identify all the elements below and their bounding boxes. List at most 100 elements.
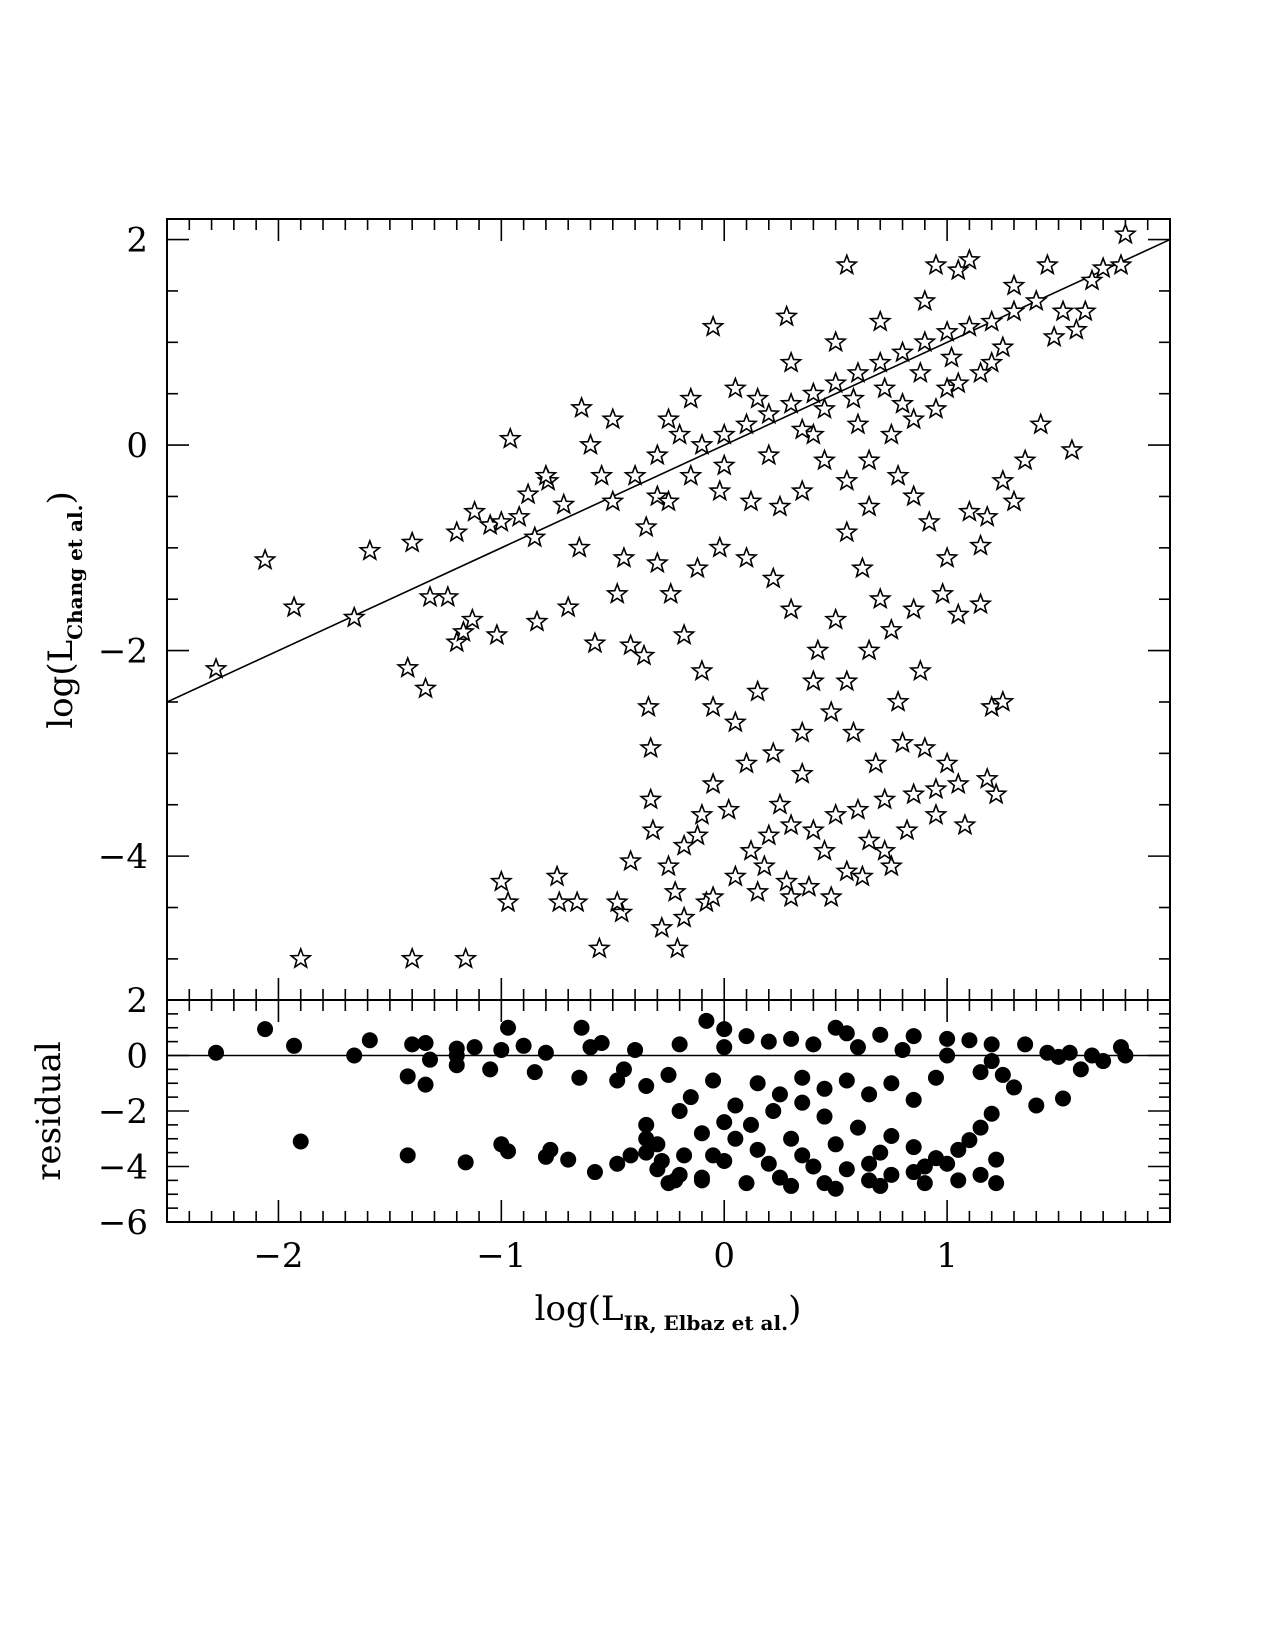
residual-point (727, 1130, 744, 1147)
star-point (400, 946, 424, 969)
star-point (547, 890, 571, 913)
residual-point (905, 1028, 922, 1045)
residual-point (208, 1044, 225, 1061)
bottom-panel-y-tick-label: 2 (126, 981, 148, 1021)
residual-point (939, 1155, 956, 1172)
residual-point (838, 1025, 855, 1042)
residual-point (399, 1147, 416, 1164)
star-point (204, 656, 228, 680)
star-point (806, 638, 830, 661)
star-point (757, 401, 781, 425)
star-point (768, 792, 792, 815)
star-point (534, 463, 558, 486)
residual-point (742, 1116, 759, 1133)
star-point (823, 607, 848, 630)
star-point (991, 468, 1015, 491)
star-point (873, 838, 897, 861)
residual-point (537, 1044, 554, 1061)
top-panel-y-tick-label: −2 (98, 632, 148, 672)
star-point (583, 631, 607, 654)
residual-point (482, 1061, 499, 1078)
residual-point (861, 1155, 878, 1172)
star-point (890, 340, 915, 363)
residual-point (671, 1166, 688, 1183)
star-point (636, 694, 661, 718)
residual-point (849, 1119, 866, 1136)
star-point (868, 309, 892, 332)
residual-point (582, 1039, 599, 1056)
star-point (823, 802, 848, 825)
star-point (659, 581, 683, 605)
residual-point (950, 1141, 967, 1158)
star-point (812, 838, 837, 861)
star-point (605, 581, 629, 605)
y-axis-label-top-base: log(L (41, 640, 81, 729)
y-axis-label-top: log(LChang et al.) (41, 491, 87, 729)
star-point (924, 396, 948, 420)
residual-point (1017, 1036, 1034, 1053)
star-point (790, 761, 814, 784)
residual-point (286, 1037, 303, 1054)
star-point (723, 710, 748, 733)
residual-point (660, 1066, 677, 1083)
residual-point (466, 1039, 483, 1056)
star-point (779, 350, 803, 373)
star-point (445, 520, 469, 543)
star-point (638, 735, 663, 759)
star-point (924, 802, 948, 825)
x-tick-label: −1 (476, 1236, 526, 1276)
residual-point (404, 1036, 421, 1053)
residual-point (361, 1032, 378, 1049)
star-point (672, 833, 696, 856)
star-point (453, 946, 478, 969)
residual-point (515, 1037, 532, 1054)
star-point (801, 669, 826, 692)
star-point (589, 463, 614, 486)
residual-point (794, 1147, 811, 1164)
star-point (618, 633, 643, 656)
star-point (641, 818, 665, 841)
star-point (790, 479, 814, 502)
residual-point (738, 1028, 755, 1045)
star-point (451, 619, 476, 643)
residual-point (705, 1072, 722, 1089)
residual-point (500, 1143, 517, 1160)
star-point (846, 412, 870, 435)
star-point (991, 335, 1015, 358)
y-axis-label-top-sub: Chang et al. (63, 504, 87, 639)
star-point (850, 556, 875, 579)
residual-point (883, 1166, 900, 1183)
star-point (745, 386, 770, 409)
residual-point (827, 1136, 844, 1153)
residual-point (292, 1133, 309, 1150)
star-point (462, 499, 487, 522)
residual-point (749, 1141, 766, 1158)
residual-point (693, 1125, 710, 1142)
residual-point (760, 1155, 777, 1172)
star-point (801, 818, 826, 841)
residual-point (676, 1147, 693, 1164)
residual-point (493, 1041, 510, 1058)
residual-point (257, 1021, 274, 1038)
residual-point (417, 1076, 434, 1093)
star-point (358, 538, 382, 561)
y-axis-label-top-close: ) (41, 491, 81, 504)
star-point (618, 848, 643, 872)
star-point (496, 890, 520, 913)
star-point (779, 391, 803, 414)
star-point (342, 605, 366, 628)
residual-point (927, 1069, 944, 1086)
star-point (667, 422, 692, 445)
star-point (886, 463, 910, 486)
residual-point (671, 1103, 688, 1119)
star-point (685, 556, 710, 579)
star-point (913, 330, 937, 353)
star-point (946, 371, 970, 394)
residual-point (1005, 1079, 1022, 1096)
star-point (841, 720, 866, 743)
star-point (1042, 324, 1066, 348)
star-point (485, 622, 509, 646)
star-point (902, 484, 926, 507)
star-point (623, 463, 647, 486)
